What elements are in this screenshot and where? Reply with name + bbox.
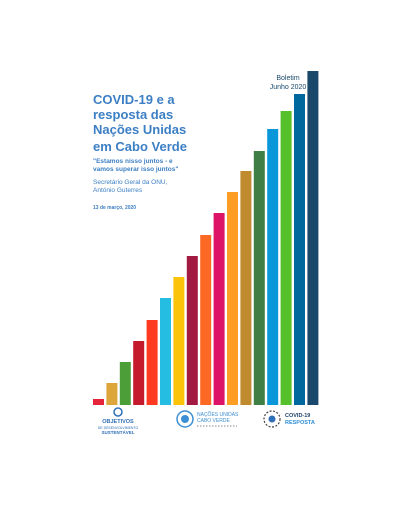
title: COVID-19 e a resposta das Nações Unidas … <box>93 92 187 154</box>
author-line: Secretário Geral da ONU, <box>93 179 168 186</box>
quote: "Estamos nisso juntos - e vamos superar … <box>93 158 178 173</box>
quote-line: vamos superar isso juntos" <box>93 166 178 173</box>
date: 13 de março, 2020 <box>93 205 136 211</box>
covid-emblem <box>268 415 276 423</box>
edition: Boletim <box>276 75 300 82</box>
title-line: COVID-19 e a <box>93 92 175 107</box>
sdg-icon <box>113 407 123 417</box>
un-emblem <box>176 410 194 428</box>
bar <box>119 362 131 405</box>
bar <box>160 298 171 405</box>
bar <box>173 277 185 405</box>
covid-logo: COVID-19 RESPOSTA <box>263 410 315 428</box>
un-text: CABO VERDE <box>197 418 230 424</box>
bar <box>133 341 145 405</box>
sdg-text: SUSTENTÁVEL <box>101 429 134 435</box>
un-emblem <box>181 415 189 423</box>
un-text: NAÇÕES UNIDAS <box>197 411 239 418</box>
bar <box>213 213 225 405</box>
bar <box>227 192 238 405</box>
covid-text: COVID-19 <box>285 413 310 419</box>
author-line: António Guterres <box>93 187 143 194</box>
author: Secretário Geral da ONU, António Guterre… <box>93 179 168 194</box>
bar <box>294 94 305 405</box>
title-line: em Cabo Verde <box>93 139 187 154</box>
bar <box>253 151 265 405</box>
title-line: resposta das <box>93 107 173 122</box>
sdg-text: DE DESENVOLVIMENTO <box>98 426 139 430</box>
bar <box>106 383 118 405</box>
covid-emblem <box>263 410 281 428</box>
sdg-text: OBJETIVOS <box>102 419 134 425</box>
bar <box>186 256 198 405</box>
title-line: Nações Unidas <box>93 122 186 137</box>
un-logo: NAÇÕES UNIDAS CABO VERDE <box>176 410 239 428</box>
bar <box>240 171 252 405</box>
bar <box>146 320 158 405</box>
sdg-bars <box>93 71 319 405</box>
bar <box>200 235 212 405</box>
covid-text: RESPOSTA <box>285 420 315 426</box>
bar <box>307 71 319 405</box>
sdg-logo: OBJETIVOS DE DESENVOLVIMENTO SUSTENTÁVEL <box>98 407 139 435</box>
bar <box>267 129 279 405</box>
bar <box>93 399 104 405</box>
edition: Junho 2020 <box>270 84 307 91</box>
quote-line: "Estamos nisso juntos - e <box>93 158 173 165</box>
bar <box>280 111 292 405</box>
